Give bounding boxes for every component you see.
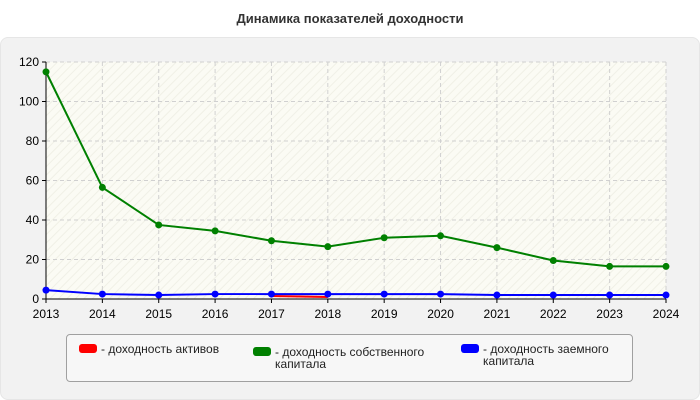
tick-labels: 0 20 40 60 80 100 120 2013 2014 2015 2016 2017 2018 2… [19,55,680,321]
x-tick-label: 2015 [145,307,172,321]
data-point-1 [380,234,388,242]
series-lines [42,68,670,299]
data-point-1 [42,68,50,76]
x-tick-label: 2020 [427,307,454,321]
data-point-1 [493,244,501,252]
data-point-2 [42,286,50,294]
data-point-1 [437,232,445,240]
series-line-2 [45,289,666,297]
y-tick-label: 20 [26,253,40,267]
data-point-2 [324,290,332,298]
y-tick-label: 80 [26,134,40,148]
data-point-1 [211,227,219,235]
legend-swatch-equity [253,347,271,356]
x-tick-label: 2017 [258,307,285,321]
x-tick-label: 2014 [89,307,116,321]
legend: - доходность активов - доходность собств… [66,334,633,382]
data-point-2 [380,290,388,298]
data-point-2 [437,290,445,298]
data-point-1 [606,262,614,270]
series-line-0 [271,295,328,299]
data-point-2 [155,291,163,299]
legend-label-debt: - доходность заемного капитала [483,342,609,368]
x-tick-label: 2016 [202,307,229,321]
x-tick-label: 2013 [33,307,60,321]
y-tick-label: 100 [19,95,39,109]
data-point-2 [662,291,670,299]
data-point-2 [549,291,557,299]
legend-label-assets: - доходность активов [101,342,220,356]
legend-swatch-debt [461,344,479,353]
y-tick-label: 60 [26,174,40,188]
data-point-2 [267,290,275,298]
data-point-2 [98,290,106,298]
x-tick-label: 2022 [540,307,567,321]
x-tick-label: 2019 [371,307,398,321]
y-tick-label: 40 [26,213,40,227]
data-point-2 [606,291,614,299]
data-point-1 [549,256,557,264]
x-tick-label: 2023 [596,307,623,321]
data-point-2 [211,290,219,298]
data-point-1 [155,221,163,229]
data-point-1 [98,183,106,191]
legend-label-equity: - доходность собственного капитала [275,345,425,371]
data-point-2 [493,291,501,299]
chart-title: Динамика показателей доходности [236,11,464,26]
data-point-1 [324,243,332,251]
y-tick-label: 0 [32,292,39,306]
data-point-1 [662,262,670,270]
series-line-1 [45,71,666,268]
axes [42,61,667,303]
x-tick-label: 2018 [314,307,341,321]
legend-swatch-assets [79,344,97,353]
y-tick-label: 120 [19,55,39,69]
x-tick-label: 2024 [653,307,680,321]
data-point-1 [267,237,275,245]
x-tick-label: 2021 [484,307,511,321]
